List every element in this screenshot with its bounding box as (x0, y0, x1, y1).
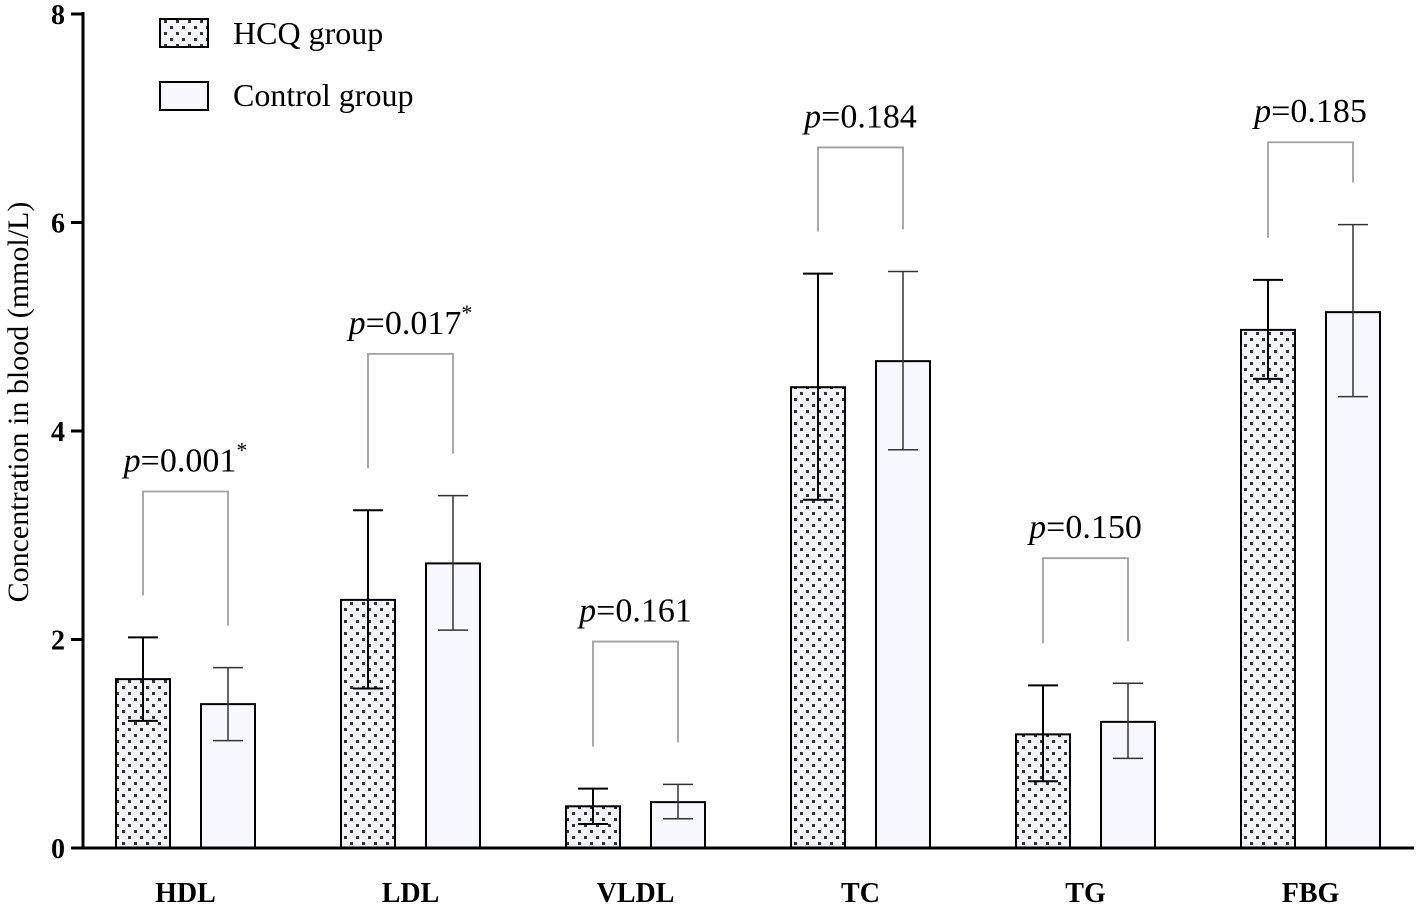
x-category-fbg: FBG (1282, 878, 1340, 908)
legend-label-control: Control group (233, 77, 413, 113)
error-bar-control-hdl (213, 666, 243, 742)
bracket-tc (817, 146, 904, 232)
p-value-fbg: p=0.185 (1252, 93, 1367, 130)
y-tick-label-1: 2 (51, 626, 65, 657)
error-bar-hcq-tc (803, 272, 833, 501)
error-bars (128, 223, 1368, 826)
legend: HCQ group Control group (159, 15, 413, 113)
p-value-hdl: p=0.001* (122, 437, 248, 479)
error-bar-control-tg (1113, 682, 1143, 760)
y-tick-label-3: 6 (51, 209, 65, 240)
x-category-tg: TG (1065, 878, 1106, 908)
x-category-vldl: VLDL (597, 878, 675, 908)
p-value-ldl: p=0.017* (347, 300, 473, 342)
bracket-tg (1042, 557, 1129, 644)
error-bar-control-fbg (1338, 223, 1368, 398)
p-value-tg: p=0.150 (1027, 509, 1142, 546)
significance-brackets: p=0.001* p=0.017* p=0.161 p=0.184 p=0.150 p=0… (122, 93, 1367, 747)
p-value-tc: p=0.184 (802, 98, 917, 135)
p-value-vldl: p=0.161 (577, 593, 692, 630)
bracket-ldl (367, 352, 454, 469)
y-axis-title: Concentration in blood (mmol/L) (2, 202, 35, 603)
x-category-hdl: HDL (155, 878, 216, 908)
bracket-vldl (592, 640, 679, 747)
legend-swatch-control (159, 81, 209, 111)
x-axis-categories: HDL LDL VLDL TC TG FBG (155, 878, 1339, 908)
y-tick-label-0: 0 (51, 834, 65, 865)
error-bar-control-ldl (438, 494, 468, 631)
error-bar-control-tc (888, 270, 918, 451)
y-tick-label-2: 4 (51, 417, 65, 448)
legend-swatch-hcq (159, 18, 209, 48)
error-bar-hcq-tg (1028, 684, 1058, 783)
x-category-tc: TC (841, 878, 880, 908)
bar-hcq-fbg (1240, 328, 1296, 849)
bracket-hdl (142, 490, 229, 626)
y-tick-label-4: 8 (51, 0, 65, 31)
error-bar-hcq-fbg (1253, 278, 1283, 380)
error-bar-control-vldl (663, 783, 693, 820)
bars (115, 311, 1381, 850)
error-bar-hcq-vldl (578, 787, 608, 826)
legend-label-hcq: HCQ group (233, 15, 383, 51)
error-bar-hcq-hdl (128, 636, 158, 722)
y-axis-ticks: 0 2 4 6 8 (51, 0, 83, 865)
x-category-ldl: LDL (382, 878, 440, 908)
error-bar-hcq-ldl (353, 509, 383, 690)
bracket-fbg (1267, 141, 1354, 238)
